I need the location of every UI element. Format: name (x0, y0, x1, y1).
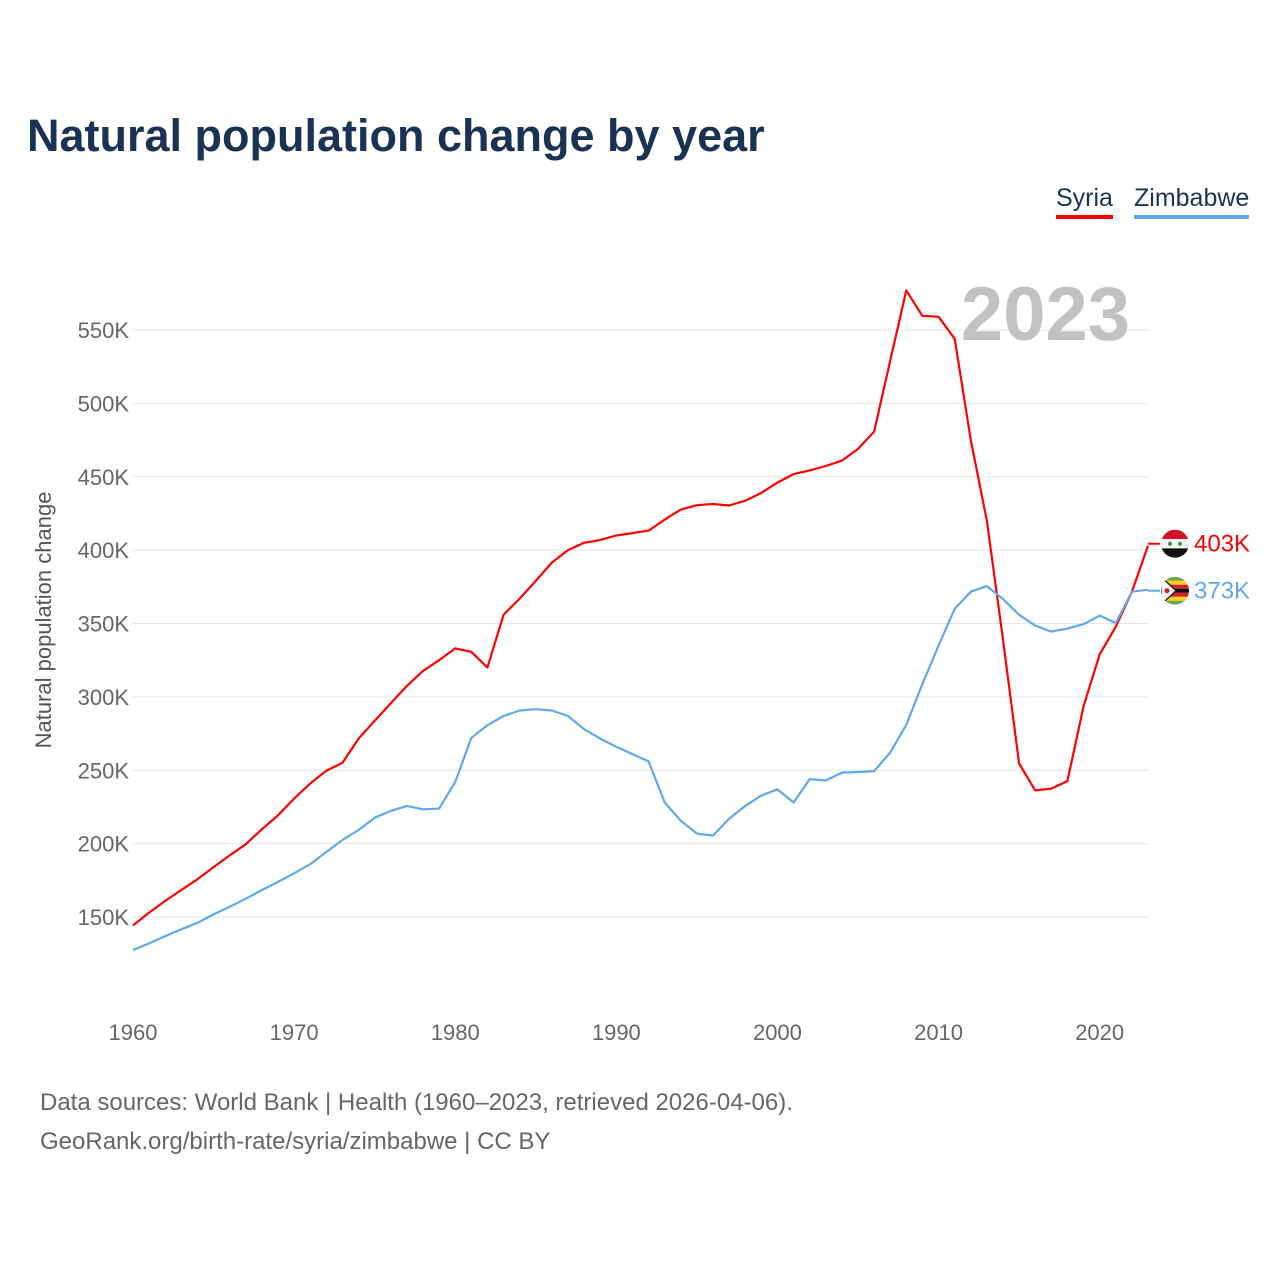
x-tick-label: 2000 (753, 1020, 802, 1045)
year-watermark: 2023 (961, 272, 1130, 357)
y-tick-label: 150K (78, 905, 130, 930)
legend-zimbabwe[interactable]: Zimbabwe (1134, 184, 1250, 219)
x-tick-label: 1960 (109, 1020, 158, 1045)
series-line-syria (132, 289, 1150, 927)
y-tick-label: 500K (78, 391, 130, 416)
y-tick-label: 300K (78, 685, 130, 710)
y-tick-label: 450K (78, 465, 130, 490)
end-value-label: 373K (1194, 578, 1250, 605)
x-tick-label: 1990 (592, 1020, 641, 1045)
chart-title: Natural population change by year (27, 110, 765, 161)
y-tick-label: 350K (78, 612, 130, 637)
y-tick-label: 400K (78, 538, 130, 563)
y-tick-label: 200K (78, 832, 130, 857)
zimbabwe-flag-icon (1161, 576, 1189, 605)
y-tick-label: 550K (78, 318, 130, 343)
x-tick-label: 2010 (914, 1020, 963, 1045)
syria-flag-icon (1161, 529, 1189, 558)
end-value-label: 403K (1194, 531, 1250, 558)
y-tick-label: 250K (78, 758, 130, 783)
source-url[interactable]: GeoRank.org/birth-rate/syria/zimbabwe | … (40, 1128, 551, 1155)
x-tick-label: 1970 (270, 1020, 319, 1045)
legend-syria[interactable]: Syria (1056, 184, 1113, 219)
x-tick-label: 1980 (431, 1020, 480, 1045)
y-axis-label: Natural population change (31, 492, 56, 749)
series-line-zimbabwe (132, 585, 1149, 952)
source-line: Data sources: World Bank | Health (1960–… (40, 1089, 793, 1116)
x-tick-label: 2020 (1075, 1020, 1124, 1045)
